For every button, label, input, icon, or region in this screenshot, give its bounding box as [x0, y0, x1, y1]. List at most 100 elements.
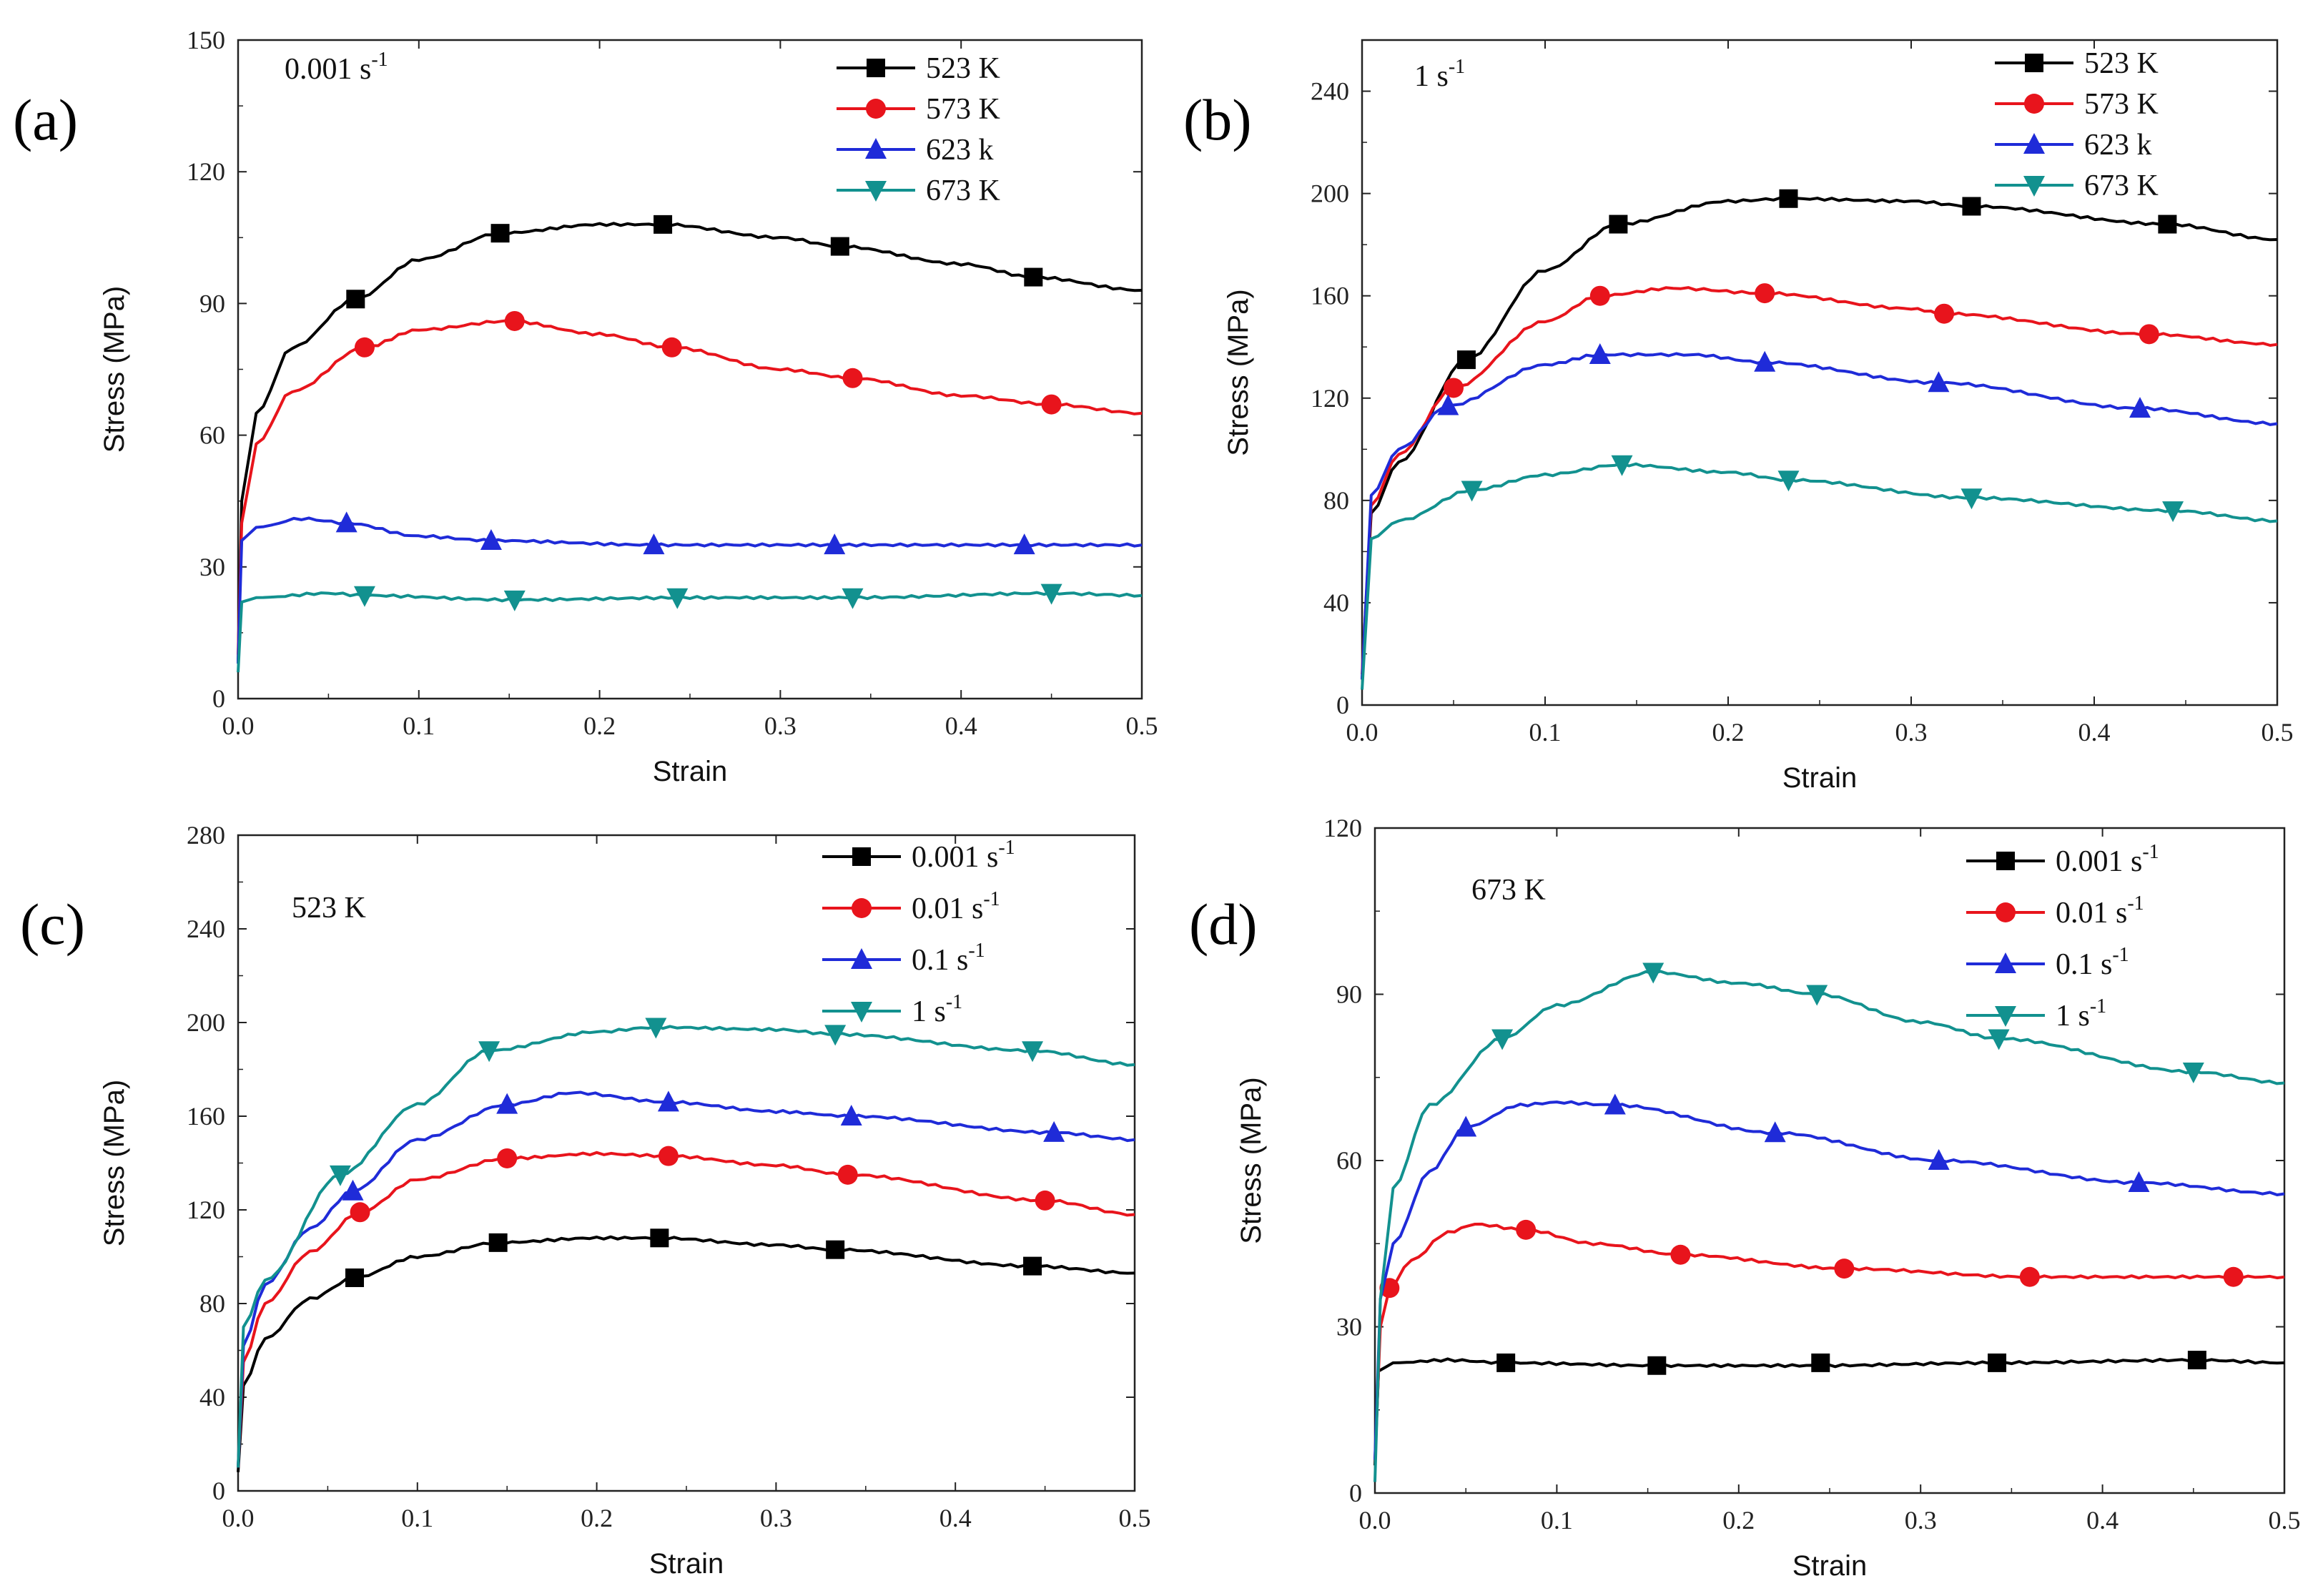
panel-c-data-marker [497, 1148, 518, 1168]
panel-b-legend-entry: 523 K [1995, 47, 2159, 80]
panel-d-legend-label-sup: -1 [2112, 944, 2129, 966]
panel-a-data-marker [824, 533, 846, 555]
panel-c-data-marker [496, 1093, 518, 1114]
panel-a-data-marker [503, 590, 526, 611]
panel-b-data-marker [1755, 283, 1775, 304]
panel-a-legend-label-text: 573 K [926, 93, 1000, 126]
panel-b-data-marker [1777, 471, 1800, 492]
panel-a-series-line [237, 516, 1143, 664]
panel-b-series-1 [1361, 189, 2278, 680]
panel-d-legend-label-sup: -1 [2142, 841, 2159, 863]
panel-c-data-marker [658, 1146, 679, 1166]
panel-b-ytick-label: 240 [1311, 77, 1349, 106]
panel-a-legend-marker [865, 138, 887, 159]
panel-a-legend-entry: 573 K [837, 93, 1000, 126]
panel-b-series-line [1361, 196, 2278, 680]
panel-c-legend-marker [852, 847, 871, 866]
panel-a-data-marker [1024, 267, 1043, 287]
panel-b-legend-entry: 573 K [1995, 88, 2159, 121]
panel-b-series-3 [1361, 343, 2278, 680]
panel-a-data-marker [643, 533, 665, 555]
panel-b-xtick-label: 0.5 [2262, 718, 2294, 747]
panel-b-legend-label: 523 K [2084, 47, 2159, 80]
panel-b-legend-label-text: 573 K [2084, 88, 2159, 121]
panel-c-legend-label-sup: -1 [968, 940, 985, 962]
panel-c-ytick-label: 280 [187, 821, 225, 849]
panel-b-ytick-label: 80 [1323, 486, 1349, 515]
panel-b-data-marker [1461, 481, 1483, 502]
panel-a-series-2 [237, 310, 1143, 655]
panel-b-annotation-sup: -1 [1449, 56, 1465, 78]
panel-a-legend-label-text: 523 K [926, 52, 1000, 85]
panel-b-ytick-label: 40 [1323, 588, 1349, 617]
panel-a-series-1 [237, 215, 1143, 664]
panel-d-series-line [1373, 1222, 2285, 1460]
panel-d-data-marker [1455, 1115, 1477, 1137]
panel-b-data-marker [1611, 455, 1633, 476]
panel-d-data-marker [1988, 1353, 2007, 1372]
panel-c: 0.0 0.1 0.2 0.3 0.4 0.5 0 40 80 120 160 200 240 280 St… [20, 821, 1151, 1580]
panel-c-xlabel: Strain [649, 1548, 724, 1580]
panel-b: 0.0 0.1 0.2 0.3 0.4 0.5 0 40 80 120 160 200 240 Strai… [1183, 39, 2294, 794]
panel-c-ylabel: Stress (MPa) [99, 1080, 130, 1246]
panel-d-data-marker [1642, 962, 1664, 984]
panel-c-data-marker [645, 1018, 667, 1039]
panel-a-legend-marker [867, 59, 885, 77]
panel-d-data-marker [1764, 1121, 1786, 1143]
panel-b-legend-label-text: 623 k [2084, 129, 2152, 162]
panel-b-data-marker [1444, 378, 1464, 398]
panel-b-legend-entry: 623 k [1995, 129, 2152, 162]
panel-d-frame [1373, 827, 2286, 1494]
panel-a-xlabel: Strain [653, 756, 728, 787]
panel-b-xtick-label: 0.0 [1346, 718, 1378, 747]
panel-d-data-marker [2019, 1266, 2040, 1287]
panel-a-ytick-label: 150 [187, 26, 225, 54]
panel-d-data-marker [1604, 1093, 1626, 1115]
panel-c-legend-label-text: 0.01 s [912, 892, 983, 925]
panel-b-series-2 [1361, 283, 2278, 675]
panel-b-data-marker [2129, 397, 2151, 418]
panel-d-legend-marker [1995, 952, 2016, 973]
panel-d-ytick-label: 60 [1336, 1146, 1362, 1175]
panel-d-legend-entry: 1 s-1 [1966, 995, 2106, 1033]
panel-a-legend-label-text: 673 K [926, 174, 1000, 207]
panel-b-legend-entry: 673 K [1995, 169, 2159, 202]
panel-b-data-marker [2158, 215, 2177, 234]
panel-b-series-line [1361, 462, 2278, 690]
panel-a-data-marker [654, 215, 673, 234]
panel-b-data-marker [1456, 350, 1476, 370]
panel-d-data-marker [2187, 1351, 2206, 1369]
panel-b-legend-label: 673 K [2084, 169, 2159, 202]
panel-d-data-marker [1834, 1258, 1855, 1279]
panel-a-legend-marker [866, 99, 886, 119]
panel-a-legend-label: 573 K [926, 93, 1000, 126]
panel-d-legend-label-sup: -1 [2090, 995, 2106, 1018]
panel-b-xtick-label: 0.1 [1529, 718, 1562, 747]
panel-a-xtick-label: 0.3 [764, 711, 796, 740]
panel-c-data-marker [345, 1268, 365, 1287]
panel-c-ytick-label: 0 [212, 1477, 225, 1505]
panel-a-data-marker [354, 337, 375, 358]
panel-b-legend-label: 623 k [2084, 129, 2152, 162]
panel-c-label: (c) [20, 892, 85, 957]
panel-c-data-marker [837, 1164, 858, 1185]
panel-d-xtick-label: 0.3 [1905, 1506, 1937, 1535]
panel-c-data-marker [840, 1105, 862, 1125]
panel-b-data-marker [1934, 303, 1955, 324]
panel-a-ytick-label: 90 [199, 289, 225, 317]
panel-c-xtick-label: 0.4 [939, 1504, 972, 1532]
panel-d-legend-entry: 0.1 s-1 [1966, 944, 2129, 981]
panel-b-ylabel: Stress (MPa) [1223, 289, 1254, 455]
panel-b-legend-marker [2023, 133, 2045, 154]
panel-d-data-marker [2182, 1063, 2204, 1083]
panel-a: 0.0 0.1 0.2 0.3 0.4 0.5 0 30 60 90 120 150 Strain Str… [13, 26, 1158, 787]
panel-c-legend-entry: 1 s-1 [822, 991, 962, 1028]
panel-c-data-marker [350, 1202, 370, 1223]
panel-d-legend-marker [1996, 902, 2016, 922]
panel-d-legend-entry: 0.01 s-1 [1966, 892, 2144, 930]
panel-a-legend-label: 623 k [926, 134, 994, 167]
panel-c-data-marker [826, 1240, 845, 1259]
panel-d-legend-label-sup: -1 [2127, 892, 2144, 915]
panel-a-xtick-label: 0.2 [583, 711, 616, 740]
panel-d-annotation-text: 673 K [1471, 874, 1546, 907]
